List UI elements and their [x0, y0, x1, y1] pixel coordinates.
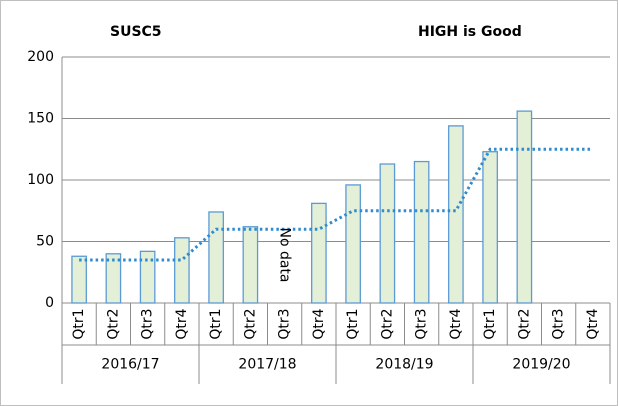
x-tick-label: Qtr4: [311, 308, 327, 339]
bar: [482, 151, 498, 304]
annotation: No data: [277, 227, 293, 282]
x-tick-label: Qtr3: [414, 308, 430, 339]
bar: [174, 237, 190, 304]
group-label: 2016/17: [101, 357, 159, 373]
group-label: 2017/18: [238, 357, 296, 373]
x-tick-label: Qtr1: [71, 308, 87, 339]
bar: [379, 163, 396, 304]
x-tick-label: Qtr1: [482, 308, 498, 339]
bar: [311, 202, 327, 304]
bar: [139, 250, 156, 304]
y-tick-label: 200: [27, 49, 54, 65]
y-tick-label: 50: [36, 234, 54, 250]
x-tick-label: Qtr2: [516, 308, 532, 339]
bar: [242, 226, 259, 304]
bar: [345, 184, 361, 304]
chart-title: SUSC5: [110, 24, 162, 40]
group-label: 2019/20: [512, 357, 570, 373]
group-label: 2018/19: [375, 357, 433, 373]
y-tick-label: 0: [45, 295, 54, 311]
x-tick-label: Qtr1: [208, 308, 224, 339]
target-line: [79, 147, 593, 262]
x-tick-label: Qtr2: [105, 308, 121, 339]
bar: [208, 211, 224, 304]
y-tick-label: 150: [27, 111, 54, 127]
x-tick-label: Qtr1: [345, 308, 361, 339]
x-tick-label: Qtr4: [174, 308, 190, 339]
x-tick-label: Qtr2: [242, 308, 258, 339]
x-tick-label: Qtr2: [379, 308, 395, 339]
bar: [516, 110, 533, 304]
x-tick-label: Qtr3: [277, 308, 293, 339]
bar: [105, 253, 122, 304]
bar: [71, 255, 87, 304]
y-tick-label: 100: [27, 172, 54, 188]
x-tick-label: Qtr3: [140, 308, 156, 339]
bar: [413, 160, 430, 304]
x-tick-label: Qtr3: [551, 308, 567, 339]
chart-subtitle: HIGH is Good: [418, 24, 522, 40]
x-tick-label: Qtr4: [448, 308, 464, 339]
bar: [448, 125, 464, 304]
x-tick-label: Qtr4: [585, 308, 601, 339]
